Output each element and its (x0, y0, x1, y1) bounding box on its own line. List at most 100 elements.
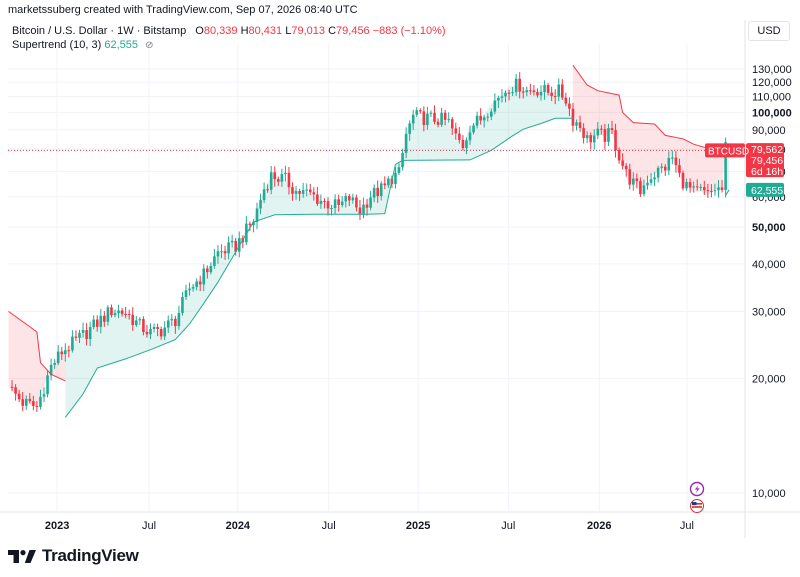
time-tick-label: Jul (322, 520, 336, 532)
candle-body (568, 103, 571, 109)
candle-body (195, 281, 198, 288)
candle-body (688, 182, 692, 188)
candle-body (287, 172, 291, 188)
price-tick-label: 10,000 (752, 488, 786, 500)
candle-body (653, 177, 656, 180)
candle-body (85, 330, 88, 340)
candle-body (120, 310, 124, 314)
event-markers[interactable] (689, 481, 705, 513)
candle-body (156, 326, 159, 330)
price-tick-label: 40,000 (752, 259, 786, 271)
price-tick-label: 30,000 (752, 306, 786, 318)
candle-body (671, 157, 674, 159)
candle-body (724, 142, 727, 190)
candle-body (159, 329, 163, 337)
candle-body (642, 185, 646, 195)
symbol-title[interactable]: Bitcoin / U.S. Dollar · 1W · Bitstamp (12, 25, 187, 37)
candle-body (674, 157, 678, 166)
price-tick-label: 90,000 (752, 125, 786, 137)
us-flag-icon[interactable] (690, 499, 704, 513)
candle-body (213, 256, 216, 266)
tradingview-logo[interactable]: TradingView (8, 546, 139, 566)
candle-body (177, 312, 181, 327)
candle-body (81, 330, 85, 333)
supertrend-down-line (8, 310, 66, 382)
lightning-icon (694, 485, 700, 494)
candle-body (660, 166, 663, 168)
indicator-title[interactable]: Supertrend (10, 3) (12, 39, 102, 51)
candle-body (703, 187, 706, 191)
candle-body (223, 251, 227, 254)
candle-body (88, 327, 92, 340)
candle-body (617, 150, 621, 161)
candle-body (639, 181, 642, 195)
candle-body (333, 199, 337, 209)
candle-body (117, 310, 120, 314)
candle-body (35, 405, 39, 407)
time-axis[interactable]: 2023 Jul 2024 Jul 2025 Jul 2026 Jul (45, 520, 694, 532)
candle-body (525, 90, 529, 93)
candle-body (191, 287, 195, 289)
candle-body (564, 97, 568, 104)
candle-body (206, 268, 209, 273)
candle-body (301, 190, 305, 194)
candle-body (450, 119, 454, 129)
candle-body (344, 196, 348, 202)
candle-body (557, 84, 561, 97)
ohlc-change: −883 (−1.10%) (372, 25, 446, 37)
candle-body (237, 238, 241, 252)
candle-body (720, 187, 724, 190)
candle-body (127, 313, 131, 315)
candle-body (575, 122, 578, 126)
time-tick-label: 2024 (226, 520, 251, 532)
candle-body (475, 115, 479, 126)
candle-body (227, 242, 230, 254)
candle-body (504, 92, 507, 97)
candle-body (220, 251, 223, 253)
candle-body (330, 208, 333, 210)
visibility-eye-icon[interactable]: ⊘ (145, 40, 154, 51)
price-axis[interactable]: 10,00020,00030,00040,00050,00060,00070,0… (0, 20, 800, 538)
candle-body (493, 100, 497, 112)
candle-body (74, 336, 78, 338)
candle-body (433, 112, 436, 122)
candle-body (656, 167, 660, 178)
candle-body (78, 332, 81, 338)
candle-body (149, 329, 152, 335)
candle-body (646, 182, 649, 186)
candle-body (539, 91, 543, 96)
candle-body (32, 401, 35, 406)
candle-body (422, 111, 426, 125)
candle-body (582, 128, 585, 139)
candle-body (262, 189, 266, 201)
symbol-tag (705, 143, 745, 158)
candle-body (269, 172, 273, 190)
candle-body (376, 187, 379, 197)
candle-body (252, 221, 255, 226)
candle-body (468, 132, 472, 141)
price-tick-label: 120,000 (752, 77, 792, 89)
tradingview-logo-icon (8, 550, 36, 563)
supertrend-line (8, 64, 730, 418)
price-tick-label: 100,000 (752, 107, 792, 119)
indicator-value: 62,555 (104, 39, 138, 51)
chart-grid (8, 44, 745, 511)
candle-body (145, 332, 149, 335)
candle-body (553, 96, 557, 98)
candle-body (291, 187, 294, 194)
candle-body (685, 182, 688, 189)
candle-body (454, 128, 458, 134)
ohlc-close: 79,456 (336, 25, 370, 37)
candle-body (245, 223, 248, 243)
candle-body (397, 167, 401, 173)
candle-body (46, 375, 49, 395)
indicator-legend: Supertrend (10, 3) 62,555 ⊘ (12, 39, 153, 51)
chart-credit: marketssuberg created with TradingView.c… (8, 4, 358, 16)
tradingview-logo-text: TradingView (42, 546, 139, 565)
currency-selector[interactable]: USD (748, 21, 790, 41)
candle-body (372, 187, 376, 198)
candle-body (298, 190, 301, 194)
candle-body (692, 186, 695, 188)
